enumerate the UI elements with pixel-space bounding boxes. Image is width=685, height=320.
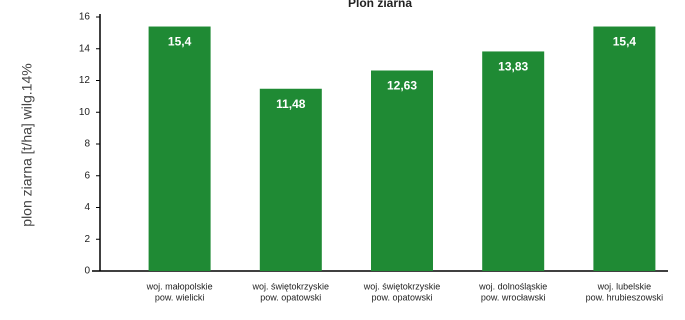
y-tick-label: 12 (79, 75, 91, 86)
x-tick-label: woj. świętokrzyskie (252, 281, 330, 291)
value-label: 12,63 (387, 79, 417, 93)
x-tick-label: woj. świętokrzyskie (363, 281, 441, 291)
y-tick-label: 4 (84, 202, 90, 213)
y-tick-label: 10 (79, 107, 91, 118)
chart-title: Plon ziarna (348, 0, 412, 10)
x-tick-label: pow. hrubieszowski (586, 292, 664, 302)
x-tick-label: pow. wielicki (155, 292, 205, 302)
value-label: 15,4 (168, 35, 192, 49)
value-label: 13,83 (498, 60, 528, 74)
value-label: 15,4 (613, 35, 637, 49)
value-label: 11,48 (276, 97, 306, 111)
y-axis-label: plon ziarna [t/ha] wilg.14% (19, 63, 35, 226)
y-tick-label: 16 (79, 12, 91, 23)
y-tick-label: 8 (84, 139, 90, 150)
x-tick-label: woj. małopolskie (146, 281, 213, 291)
bar (593, 26, 656, 272)
x-tick-label: pow. opatowski (260, 292, 321, 302)
bar (482, 51, 545, 272)
x-tick-label: woj. dolnośląskie (478, 281, 547, 291)
bar (259, 88, 322, 271)
y-tick-label: 2 (84, 234, 90, 245)
y-tick-label: 0 (84, 266, 90, 277)
y-tick-label: 14 (79, 43, 91, 54)
x-tick-label: pow. opatowski (371, 292, 432, 302)
bar (371, 70, 433, 271)
x-tick-label: woj. lubelskie (597, 281, 652, 291)
bar (148, 26, 211, 272)
x-tick-label: pow. wrocławski (481, 292, 546, 302)
y-tick-label: 6 (84, 170, 90, 181)
